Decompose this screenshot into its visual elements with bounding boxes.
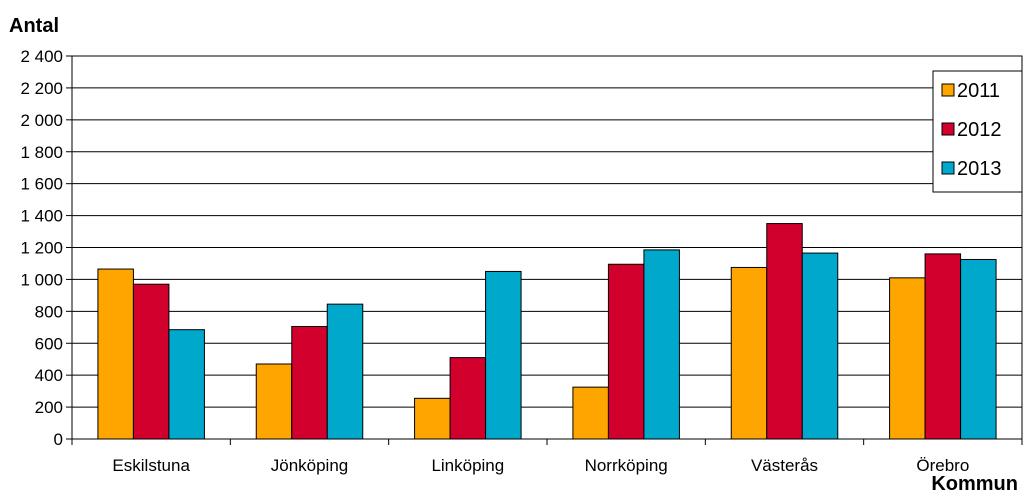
legend: 2011 2012 2013: [932, 70, 1023, 193]
bar-2013-6: [960, 258, 997, 440]
y-tick-label: 1 000: [20, 270, 63, 289]
y-tick-label: 0: [54, 430, 63, 449]
bar-2011-3: [414, 397, 451, 440]
legend-swatch: [941, 122, 955, 136]
y-tick-label: 800: [35, 302, 63, 321]
y-tick-label: 400: [35, 366, 63, 385]
bar-2011-4: [572, 386, 609, 440]
x-tick-labels: Eskilstuna Jönköping Linköping Norrköping Vä…: [112, 456, 969, 475]
bar-2012-1: [132, 283, 170, 440]
x-tick-label: Linköping: [431, 456, 504, 475]
bar-2012-3: [449, 357, 487, 440]
legend-label: 2013: [957, 158, 1002, 180]
y-axis-title: Antal: [9, 15, 59, 37]
x-tick-label: Västerås: [751, 456, 818, 475]
bar-2012-4: [607, 263, 645, 440]
bar-2011-1: [97, 268, 134, 440]
y-tick-label: 600: [35, 334, 63, 353]
bar-2013-2: [326, 303, 364, 440]
bars: [97, 223, 997, 440]
bar-2012-2: [291, 325, 328, 440]
bar-2012-5: [766, 223, 803, 440]
x-axis-title: Kommun: [931, 473, 1018, 495]
bar-2011-5: [730, 266, 768, 440]
bar-2013-4: [643, 249, 680, 440]
x-tick-label: Norrköping: [585, 456, 668, 475]
bar-2013-3: [485, 270, 522, 440]
y-tick-label: 1 200: [20, 239, 63, 258]
bar-2012-6: [924, 253, 962, 440]
x-tick-label: Örebro: [916, 456, 969, 475]
plot-area-frame: [71, 55, 1023, 440]
x-tick-label: Eskilstuna: [112, 456, 190, 475]
bar-2013-1: [168, 329, 205, 440]
y-tick-labels: 0 200 400 600 800 1 000 1 200 1 400 1 600 1 800 2 …: [20, 47, 63, 449]
y-tick-label: 1 800: [20, 143, 63, 162]
legend-swatch: [941, 83, 955, 97]
bar-2011-6: [889, 277, 926, 440]
legend-swatch: [941, 161, 955, 175]
legend-label: 2012: [957, 119, 1002, 141]
legend-label: 2011: [957, 80, 1000, 102]
bar-2013-5: [801, 252, 839, 440]
y-tick-label: 2 400: [20, 47, 63, 66]
y-tick-label: 1 600: [20, 175, 63, 194]
y-tick-label: 200: [35, 398, 63, 417]
y-tick-label: 2 000: [20, 111, 63, 130]
gridlines: [66, 55, 1023, 445]
y-tick-label: 2 200: [20, 79, 63, 98]
y-tick-label: 1 400: [20, 207, 63, 226]
bar-2011-2: [255, 363, 293, 440]
x-tick-label: Jönköping: [271, 456, 349, 475]
